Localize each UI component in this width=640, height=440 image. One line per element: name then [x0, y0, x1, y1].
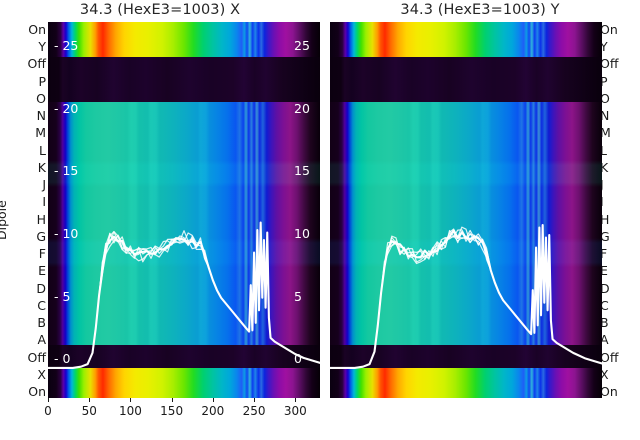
category-label-n-5: N: [36, 108, 46, 124]
x-tick-label: 200: [201, 404, 225, 418]
x-tick-label: 150: [160, 404, 184, 418]
category-label-off-2: Off: [600, 56, 619, 72]
category-label-g-12: G: [600, 228, 610, 244]
inner-tick-10-left: - 10: [54, 226, 79, 242]
x-tick-mark: [254, 398, 256, 402]
panel-y-bottom-spectrum-band: [330, 368, 602, 398]
category-label-c-16: C: [37, 297, 46, 313]
category-label-on-21: On: [600, 384, 618, 399]
category-label-o-4: O: [600, 90, 610, 106]
category-label-off-2: Off: [27, 56, 46, 72]
category-label-on-0: On: [600, 22, 618, 37]
left-category-axis: Dipole On Y Off P O N M L K J I H G F E D C B A Off X On: [0, 22, 46, 399]
panel-x-bottom-spectrum-band: [48, 368, 320, 398]
panel-x-plot-area[interactable]: [48, 22, 320, 398]
category-label-y-1: Y: [600, 39, 608, 55]
x-tick-label: 300: [283, 404, 307, 418]
category-label-f-13: F: [38, 246, 46, 262]
panel-y-top-spectrum-band: [330, 22, 602, 57]
x-tick-mark: [89, 398, 91, 402]
category-label-p-3: P: [38, 73, 46, 89]
panel-y-trace-svg: [330, 223, 602, 369]
category-label-off-19: Off: [600, 349, 619, 365]
category-label-n-5: N: [600, 108, 610, 124]
category-label-l-7: L: [39, 142, 46, 158]
category-label-x-20: X: [37, 366, 46, 382]
trace-sweep-overlay: [48, 221, 320, 369]
category-label-d-15: D: [36, 280, 46, 296]
category-label-p-3: P: [600, 73, 608, 89]
category-label-b-17: B: [600, 315, 609, 331]
x-tick-label: 250: [242, 404, 266, 418]
category-label-h-11: H: [600, 211, 610, 227]
panel-y-plot-area[interactable]: [330, 22, 602, 398]
x-tick-mark: [171, 398, 173, 402]
inner-tick-5-left: - 5: [54, 288, 71, 304]
inner-tick-15-left: - 15: [54, 163, 79, 179]
category-label-o-4: O: [36, 90, 46, 106]
panel-y-title: 34.3 (HexE3=1003) Y: [400, 2, 560, 18]
trace-sweep-overlay: [48, 221, 320, 369]
category-label-j-9: J: [42, 177, 46, 193]
x-tick-label: 0: [44, 404, 52, 418]
category-label-x-20: X: [600, 366, 609, 382]
x-tick-mark: [295, 398, 297, 402]
category-label-e-14: E: [600, 263, 608, 279]
panel-y-upper-dark-gap: [330, 57, 602, 102]
trace-sweep-overlay: [330, 224, 602, 369]
inner-tick-20-left: - 20: [54, 100, 79, 116]
panel-x-top-spectrum-band: [48, 22, 320, 57]
x-tick-label: 50: [81, 404, 97, 418]
panel-x-upper-dark-gap: [48, 57, 320, 102]
x-tick-mark: [48, 398, 49, 402]
category-label-k-8: K: [37, 159, 46, 175]
panel-y-lower-dark-gap: [330, 345, 602, 368]
panel-x: 34.3 (HexE3=1003) X - 2525- 2020- 1515- …: [44, 2, 320, 440]
panel-y: 34.3 (HexE3=1003) Y - 2525- 2020- 1515- …: [320, 0, 640, 440]
category-label-e-14: E: [38, 263, 46, 279]
category-label-k-8: K: [600, 159, 609, 175]
category-label-on-0: On: [28, 22, 46, 37]
panel-x-lower-dark-gap: [48, 345, 320, 368]
panel-x-x-axis: 0 50 100 150 200 250 300: [44, 398, 320, 440]
x-tick-label: 100: [118, 404, 142, 418]
x-tick-mark: [130, 398, 132, 402]
category-label-c-16: C: [600, 297, 609, 313]
category-label-m-6: M: [600, 125, 611, 141]
x-tick-mark: [212, 398, 214, 402]
inner-tick-25-left: - 25: [54, 38, 79, 54]
panel-x-title: 34.3 (HexE3=1003) X: [79, 2, 241, 18]
category-label-m-6: M: [35, 125, 46, 141]
category-label-f-13: F: [600, 246, 608, 262]
trace-sweep-overlay: [48, 221, 320, 369]
category-label-l-7: L: [600, 142, 607, 158]
category-label-off-19: Off: [27, 349, 46, 365]
panel-x-trace-svg: [48, 221, 320, 369]
category-label-i-10: I: [42, 194, 46, 210]
panel-y-dipole-trace: [330, 223, 602, 369]
category-label-h-11: H: [36, 211, 46, 227]
inner-tick-0-left: - 0: [54, 351, 71, 367]
category-label-d-15: D: [600, 280, 610, 296]
panel-x-dipole-trace: [48, 221, 320, 369]
category-label-g-12: G: [36, 228, 46, 244]
category-label-y-1: Y: [38, 39, 46, 55]
trace-sweep-overlay: [48, 221, 320, 369]
category-label-a-18: A: [37, 332, 46, 348]
category-label-a-18: A: [600, 332, 609, 348]
category-label-b-17: B: [37, 315, 46, 331]
category-label-on-21: On: [28, 384, 46, 399]
trace-sweep-overlay: [48, 221, 320, 369]
